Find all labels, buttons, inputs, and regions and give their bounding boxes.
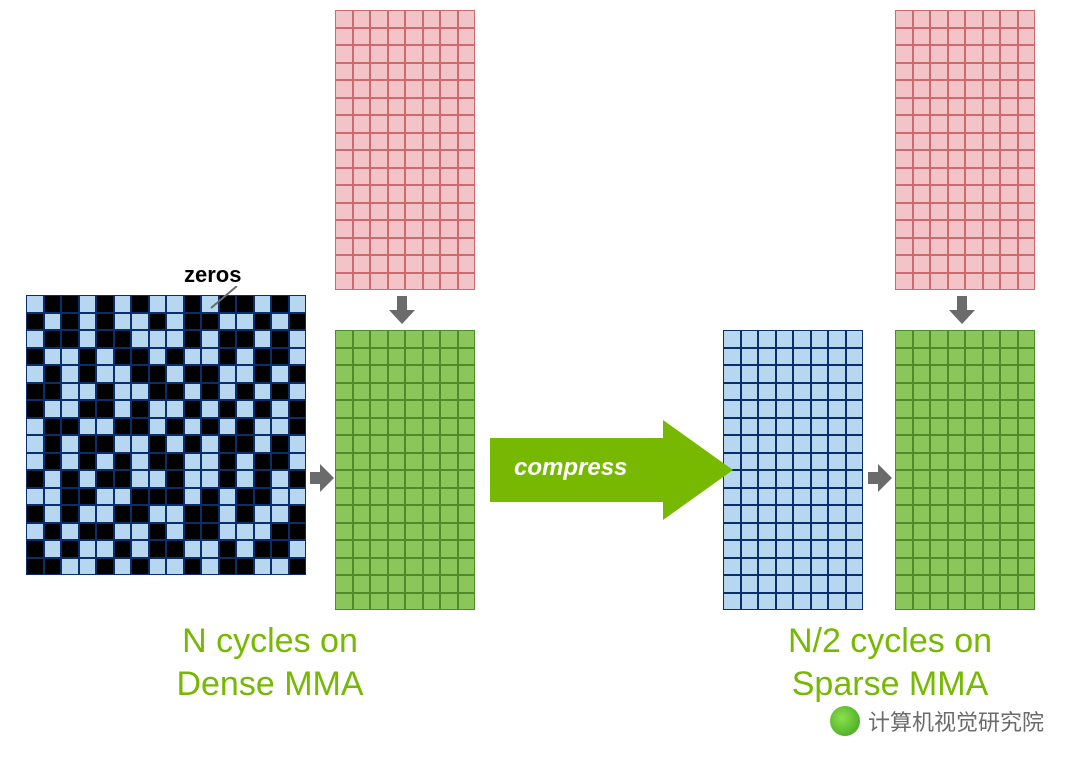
down-arrow-right-icon: [947, 296, 977, 326]
right-arrow-right-icon: [868, 464, 892, 492]
caption-dense-line1: N cycles on: [100, 620, 440, 663]
input-matrix-right: [895, 10, 1035, 290]
caption-dense-line2: Dense MMA: [100, 663, 440, 706]
caption-sparse-line2: Sparse MMA: [720, 663, 1060, 706]
caption-sparse-line1: N/2 cycles on: [720, 620, 1060, 663]
right-arrow-left-icon: [310, 464, 334, 492]
input-matrix-left: [335, 10, 475, 290]
caption-sparse: N/2 cycles onSparse MMA: [720, 620, 1060, 705]
output-matrix-right: [895, 330, 1035, 610]
zeros-pointer: [199, 286, 279, 336]
caption-dense: N cycles onDense MMA: [100, 620, 440, 705]
output-matrix-left: [335, 330, 475, 610]
zeros-label: zeros: [184, 262, 241, 288]
compress-label: compress: [514, 454, 627, 482]
watermark: 计算机视觉研究院: [830, 705, 1044, 737]
watermark-icon: [830, 706, 860, 736]
down-arrow-left-icon: [387, 296, 417, 326]
watermark-text: 计算机视觉研究院: [868, 705, 1044, 737]
dense-sparse-matrix: [26, 295, 306, 575]
compressed-matrix: [723, 330, 863, 610]
